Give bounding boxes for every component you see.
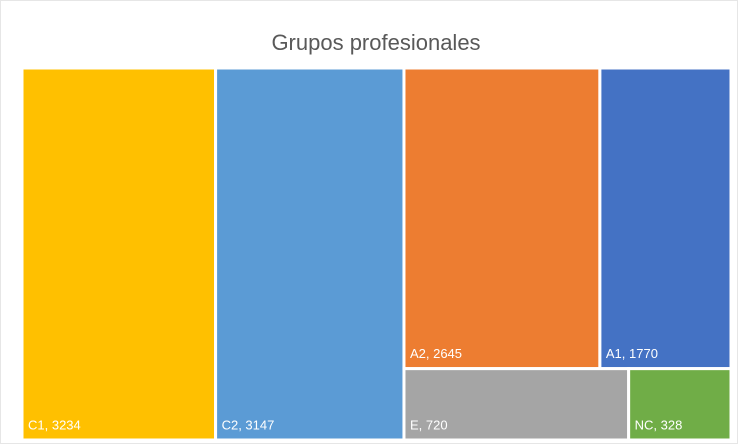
tile — [627, 367, 733, 442]
data-label: C1, 3234 — [28, 417, 81, 432]
data-label: C2, 3147 — [222, 417, 275, 432]
tile — [20, 66, 218, 442]
tile — [402, 66, 602, 371]
tile — [598, 66, 733, 371]
data-label: A1, 1770 — [606, 346, 658, 361]
data-label: NC, 328 — [635, 417, 683, 432]
chart-title: Grupos profesionales — [271, 30, 480, 55]
tile — [402, 367, 631, 442]
tile — [214, 66, 406, 442]
data-label: A2, 2645 — [410, 346, 462, 361]
data-label: E, 720 — [410, 417, 448, 432]
